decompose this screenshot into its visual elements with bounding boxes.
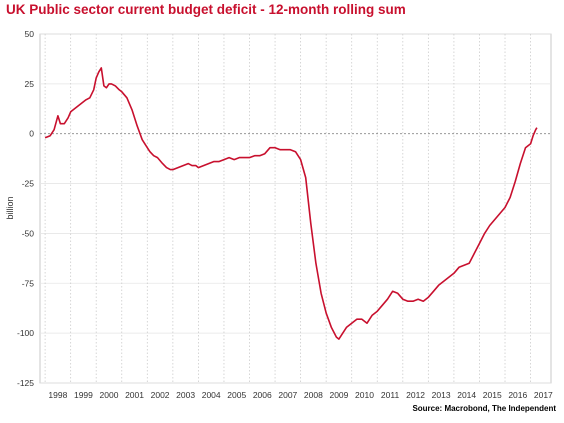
- y-tick-label: 25: [25, 79, 35, 89]
- x-axis-ticks: 1998 1999 2000 2001 2002 2003 2004 2005 2006 2007…: [48, 390, 553, 400]
- x-tick-label: 2013: [432, 390, 451, 400]
- x-tick-label: 2009: [329, 390, 348, 400]
- y-tick-label: 50: [25, 29, 35, 39]
- x-tick-label: 2003: [176, 390, 195, 400]
- x-tick-label: 2016: [508, 390, 527, 400]
- y-tick-label: -125: [17, 378, 34, 388]
- x-tick-label: 2004: [202, 390, 221, 400]
- y-axis-label: billion: [5, 196, 15, 219]
- x-tick-label: 2001: [125, 390, 144, 400]
- x-tick-label: 1998: [48, 390, 67, 400]
- x-tick-label: 2002: [151, 390, 170, 400]
- y-tick-label: -75: [22, 278, 35, 288]
- x-tick-label: 2014: [457, 390, 476, 400]
- y-tick-label: 0: [29, 129, 34, 139]
- x-tick-label: 2008: [304, 390, 323, 400]
- x-tick-label: 2015: [483, 390, 502, 400]
- x-tick-label: 2010: [355, 390, 374, 400]
- x-tick-label: 1999: [74, 390, 93, 400]
- gridlines: [39, 33, 552, 384]
- x-tick-label: 2006: [253, 390, 272, 400]
- x-tick-label: 2000: [100, 390, 119, 400]
- y-axis-ticks: 50 25 0 -25 -50 -75 -100 -125: [17, 29, 34, 388]
- x-tick-label: 2011: [381, 390, 400, 400]
- series-line: [44, 67, 538, 340]
- x-tick-label: 2005: [227, 390, 246, 400]
- y-tick-label: -50: [22, 228, 35, 238]
- x-tick-label: 2012: [406, 390, 425, 400]
- source-note: Source: Macrobond, The Independent: [412, 404, 556, 413]
- y-tick-label: -100: [17, 328, 34, 338]
- x-tick-label: 2017: [534, 390, 553, 400]
- series-group: [44, 67, 538, 340]
- chart-title: UK Public sector current budget deficit …: [6, 2, 406, 17]
- x-tick-label: 2007: [278, 390, 297, 400]
- y-tick-label: -25: [22, 179, 35, 189]
